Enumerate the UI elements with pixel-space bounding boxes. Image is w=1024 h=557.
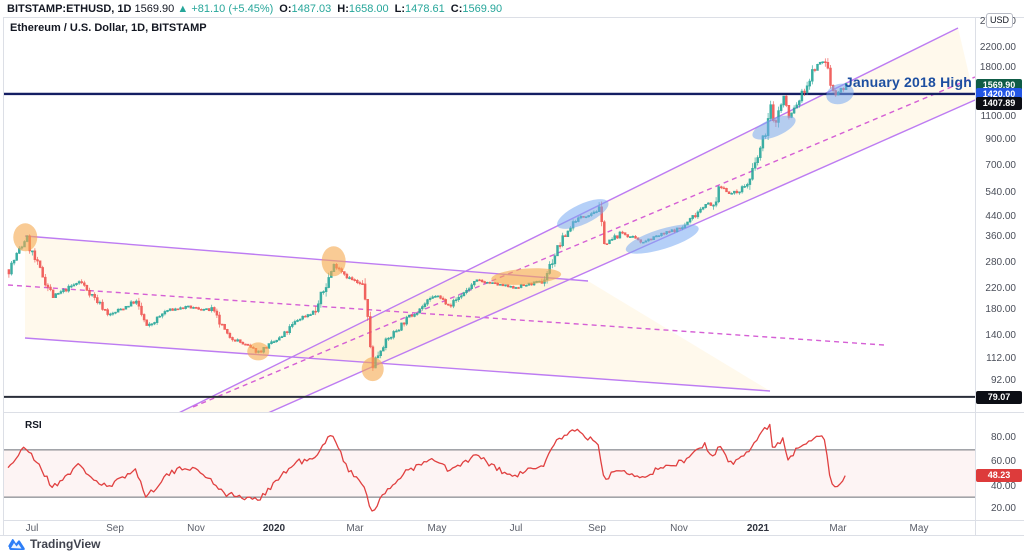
time-tick-label: 2020 [262, 523, 286, 534]
price-change-value: +81.10 (+5.45%) [191, 2, 274, 15]
chart-bottom-border [0, 535, 1024, 536]
rsi-tick-label: 60.00 [990, 456, 1016, 467]
jan-2018-high-annotation[interactable]: January 2018 High [844, 74, 972, 90]
rsi-value-badge: 48.23 [976, 469, 1022, 482]
chart-legend-title[interactable]: Ethereum / U.S. Dollar, 1D, BITSTAMP [10, 22, 207, 34]
channel-trendline[interactable] [24, 235, 589, 282]
price-tick-label: 440.00 [985, 211, 1016, 222]
price-tick-label: 92.00 [990, 375, 1016, 386]
time-tick-label: Sep [106, 523, 124, 534]
rsi-line [7, 423, 846, 512]
time-axis[interactable]: Jul Sep Nov 2020 Mar May Jul Sep Nov 2021 Mar May [0, 520, 975, 535]
support-line-badge: 79.07 [976, 391, 1022, 404]
price-tick-label: 700.00 [985, 160, 1016, 171]
time-tick-label: May [909, 523, 929, 534]
pane-left-border [3, 17, 4, 535]
orange-highlight-ellipse[interactable] [13, 223, 38, 252]
open-value: 1487.03 [291, 2, 332, 15]
blue-highlight-ellipse[interactable] [553, 193, 612, 235]
price-tick-label: 1800.00 [979, 62, 1016, 73]
rsi-indicator-label[interactable]: RSI [25, 420, 42, 431]
tradingview-brand-text[interactable]: TradingView [30, 537, 101, 551]
pane-separator[interactable] [3, 412, 1024, 413]
rsi-band-fill [3, 449, 975, 498]
time-axis-border [3, 520, 1024, 521]
price-tick-label: 280.00 [985, 257, 1016, 268]
price-tick-label: 900.00 [985, 134, 1016, 145]
rsi-tick-label: 40.00 [990, 481, 1016, 492]
channel-midline[interactable] [192, 76, 975, 408]
blue-highlight-ellipse[interactable] [623, 218, 702, 259]
price-tick-label: 140.00 [985, 330, 1016, 341]
up-arrow-icon: ▲ [177, 2, 189, 15]
orange-highlight-ellipse[interactable] [361, 357, 384, 382]
price-axis-border [975, 17, 976, 535]
rsi-tick-label: 80.00 [990, 432, 1016, 443]
price-axis[interactable]: 2800.002200.001800.001100.00900.00700.00… [975, 16, 1024, 412]
time-tick-label: Nov [670, 523, 688, 534]
last-price-value: 1569.90 [134, 2, 175, 15]
channel-fill [25, 236, 770, 391]
time-tick-label: Jul [25, 523, 39, 534]
price-tick-label: 2200.00 [979, 42, 1016, 53]
low-label: L: [394, 2, 406, 15]
orange-highlight-ellipse[interactable] [247, 342, 270, 361]
channel-midline[interactable] [7, 284, 885, 346]
close-value: 1569.90 [462, 2, 503, 15]
rsi-axis[interactable]: 80.00 60.00 40.00 20.00 [975, 412, 1024, 520]
channel-trendline[interactable] [130, 27, 959, 437]
time-tick-label: Nov [187, 523, 205, 534]
orange-highlight-ellipse[interactable] [491, 266, 562, 287]
price-tick-label: 180.00 [985, 304, 1016, 315]
time-tick-label: Mar [346, 523, 364, 534]
close-label: C: [450, 2, 463, 15]
low-line-badge: 1407.89 [976, 97, 1022, 110]
time-tick-label: 2021 [746, 523, 770, 534]
low-value: 1478.61 [405, 2, 445, 15]
time-tick-label: Jul [509, 523, 523, 534]
open-label: O: [279, 2, 292, 15]
tradingview-logo-icon [8, 538, 25, 550]
currency-toggle-button[interactable]: USD [986, 13, 1013, 28]
time-tick-label: Sep [588, 523, 606, 534]
pane-top-border [3, 17, 1024, 18]
ohlc-statusbar: BITSTAMP:ETHUSD, 1D 1569.90 ▲ +81.10 (+5… [0, 0, 1024, 17]
channel-trendline[interactable] [24, 337, 771, 392]
price-tick-label: 360.00 [985, 231, 1016, 242]
high-label: H: [337, 2, 349, 15]
time-tick-label: May [427, 523, 447, 534]
symbol-interval-label[interactable]: BITSTAMP:ETHUSD, 1D [7, 2, 132, 15]
orange-highlight-ellipse[interactable] [321, 246, 346, 277]
blue-highlight-ellipse[interactable] [749, 111, 798, 145]
price-tick-label: 540.00 [985, 187, 1016, 198]
time-tick-label: Mar [829, 523, 847, 534]
price-tick-label: 112.00 [986, 353, 1016, 364]
rsi-tick-label: 20.00 [990, 503, 1016, 514]
footer: TradingView [8, 537, 100, 551]
price-tick-label: 1100.00 [980, 111, 1016, 122]
channel-trendline[interactable] [268, 99, 975, 413]
blue-highlight-ellipse[interactable] [824, 81, 856, 108]
high-value: 1658.00 [348, 2, 389, 15]
price-tick-label: 220.00 [985, 283, 1016, 294]
